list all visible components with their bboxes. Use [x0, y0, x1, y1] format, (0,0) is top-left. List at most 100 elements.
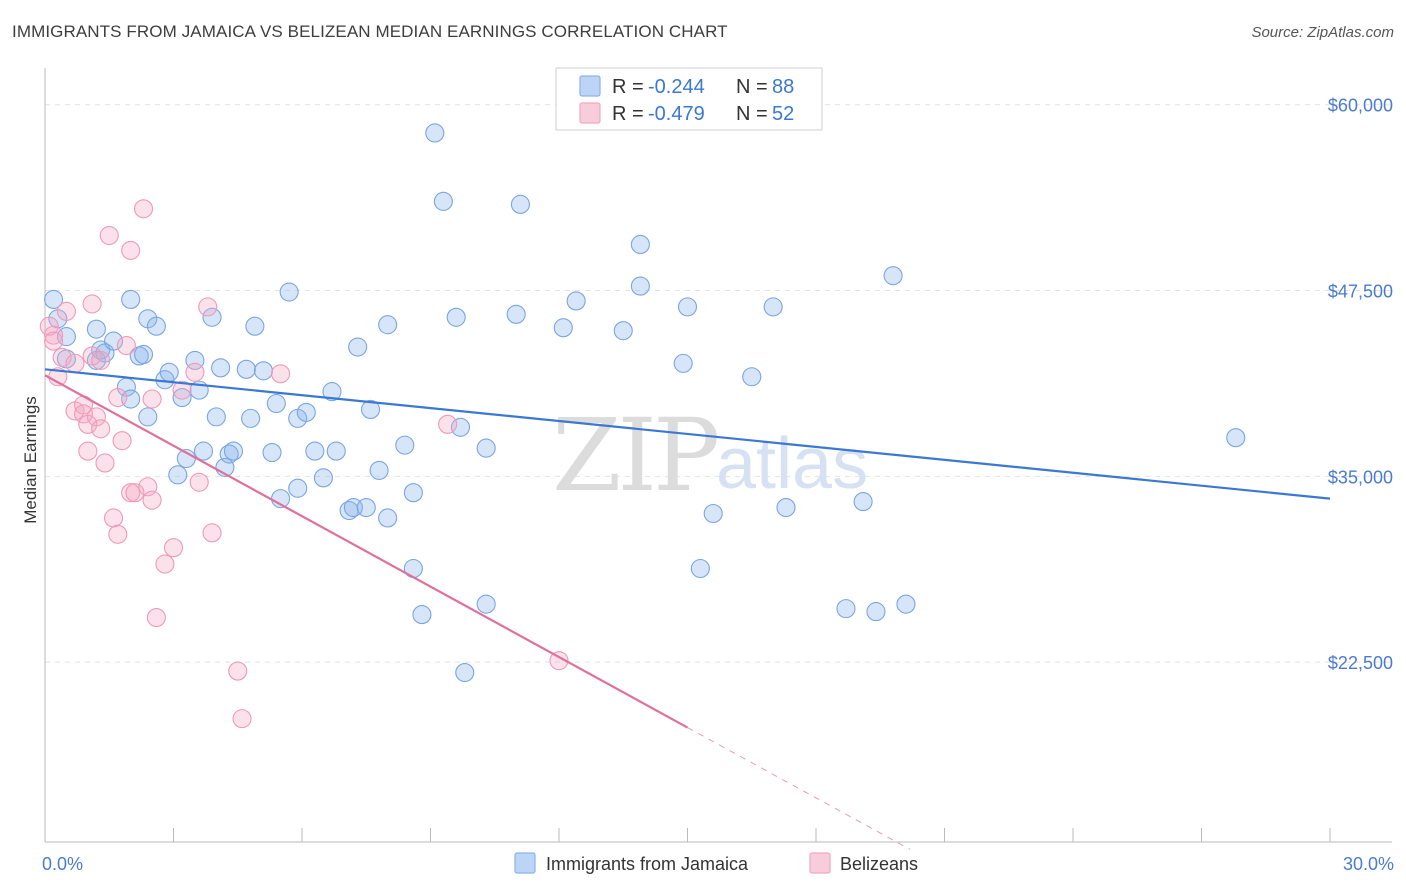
- stats-n-value-jamaica: 88: [772, 76, 794, 98]
- axes: [44, 68, 1392, 843]
- trend-line-belizean-extension: [687, 727, 911, 850]
- legend-label-belizean: Belizeans: [840, 854, 918, 874]
- belizean-point-16: [91, 350, 111, 370]
- jamaica-point-64: [476, 438, 496, 458]
- jamaica-point-63: [476, 594, 496, 614]
- belizean-point-24: [121, 240, 141, 260]
- chart-title: IMMIGRANTS FROM JAMAICA VS BELIZEAN MEDI…: [12, 22, 728, 41]
- jamaica-point-76: [742, 367, 762, 387]
- legend-label-jamaica: Immigrants from Jamaica: [546, 854, 749, 874]
- trend-line-belizean: [44, 374, 689, 729]
- jamaica-point-38: [279, 282, 299, 302]
- jamaica-point-43: [313, 468, 333, 488]
- belizean-point-23: [116, 335, 136, 356]
- trend-line-jamaica: [44, 368, 1331, 500]
- jamaica-point-65: [506, 304, 526, 324]
- jamaica-point-60: [446, 307, 466, 327]
- jamaica-point-20: [172, 388, 192, 408]
- jamaica-point-74: [690, 558, 710, 579]
- stats-r-label-belizean: R =: [612, 103, 644, 125]
- belizean-point-37: [198, 297, 218, 317]
- jamaica-point-41: [296, 402, 316, 422]
- y-tick-label-1: $35,000: [1328, 467, 1393, 487]
- belizean-point-12: [82, 294, 102, 314]
- jamaica-point-32: [241, 408, 261, 428]
- belizean-point-35: [185, 362, 205, 382]
- belizean-point-34: [172, 380, 192, 400]
- source-label: Source: ZipAtlas.com: [1251, 24, 1394, 41]
- jamaica-point-66: [510, 194, 531, 214]
- jamaica-point-25: [202, 307, 222, 327]
- belizean-point-33: [163, 538, 184, 558]
- watermark-zip: ZIP: [552, 397, 717, 514]
- jamaica-point-8: [103, 331, 124, 351]
- jamaica-point-34: [253, 361, 274, 381]
- watermark-atlas: atlas: [716, 424, 868, 504]
- belizean-point-32: [155, 554, 175, 574]
- jamaica-point-79: [836, 599, 856, 619]
- belizean-point-2: [44, 331, 64, 351]
- belizean-point-41: [271, 364, 291, 384]
- belizean-point-11: [78, 441, 98, 461]
- belizean-point-29: [142, 389, 162, 409]
- jamaica-point-84: [1226, 428, 1246, 448]
- belizean-point-15: [91, 419, 111, 439]
- jamaica-point-54: [395, 435, 415, 455]
- jamaica-point-24: [193, 441, 214, 461]
- trend-lines: [44, 368, 1331, 850]
- stats-r-value-jamaica: -0.244: [648, 76, 705, 98]
- jamaica-point-83: [896, 594, 916, 614]
- jamaica-point-31: [236, 359, 256, 379]
- jamaica-point-18: [159, 362, 179, 382]
- legend-swatch-belizean: [809, 852, 831, 874]
- y-tick-labels: $22,500 $35,000 $47,500 $60,000: [1328, 96, 1393, 673]
- belizean-point-14: [86, 407, 106, 427]
- stats-r-label-jamaica: R =: [612, 76, 644, 98]
- jamaica-point-52: [378, 508, 398, 528]
- gridlines: [45, 104, 1392, 663]
- belizean-point-6: [65, 353, 85, 373]
- jamaica-point-81: [866, 602, 886, 622]
- jamaica-point-16: [146, 316, 166, 336]
- belizean-point-25: [121, 483, 141, 503]
- jamaica-point-59: [433, 191, 453, 211]
- belizean-point-20: [108, 524, 128, 544]
- jamaica-point-51: [369, 460, 389, 480]
- jamaica-point-67: [553, 318, 573, 338]
- x-tick-min: 0.0%: [42, 854, 83, 874]
- jamaica-point-26: [206, 407, 226, 427]
- jamaica-point-58: [425, 123, 445, 143]
- jamaica-point-75: [703, 503, 723, 524]
- jamaica-point-56: [403, 483, 423, 503]
- jamaica-point-49: [356, 498, 376, 518]
- belizean-point-19: [103, 508, 124, 528]
- jamaica-point-35: [262, 443, 282, 463]
- belizean-point-17: [95, 453, 115, 473]
- y-axis-label: Median Earnings: [21, 396, 40, 524]
- y-tick-label-0: $22,500: [1328, 653, 1393, 673]
- belizean-point-42: [438, 414, 458, 434]
- legend-swatch-jamaica: [514, 852, 536, 874]
- stats-n-label-belizean: N =: [736, 103, 768, 125]
- series-legend: Immigrants from Jamaica Belizeans: [514, 852, 918, 874]
- jamaica-point-44: [322, 382, 342, 402]
- belizean-point-36: [189, 472, 209, 492]
- jamaica-point-48: [348, 337, 368, 357]
- jamaica-point-82: [883, 266, 903, 286]
- jamaica-point-71: [630, 276, 650, 296]
- series-jamaica-points: [44, 123, 1246, 683]
- jamaica-point-0: [44, 289, 64, 310]
- jamaica-point-42: [305, 441, 325, 461]
- y-tick-label-2: $47,500: [1328, 282, 1393, 302]
- jamaica-point-36: [266, 393, 286, 414]
- jamaica-point-5: [86, 319, 106, 339]
- stats-r-value-belizean: -0.479: [648, 103, 705, 125]
- jamaica-point-53: [378, 315, 398, 335]
- stats-swatch-jamaica: [579, 75, 601, 97]
- jamaica-point-68: [566, 291, 586, 311]
- belizean-point-27: [133, 199, 154, 219]
- belizean-point-40: [232, 709, 252, 729]
- series-belizean-points: [39, 199, 569, 729]
- stats-n-label-jamaica: N =: [736, 76, 768, 98]
- stats-n-value-belizean: 52: [772, 103, 794, 125]
